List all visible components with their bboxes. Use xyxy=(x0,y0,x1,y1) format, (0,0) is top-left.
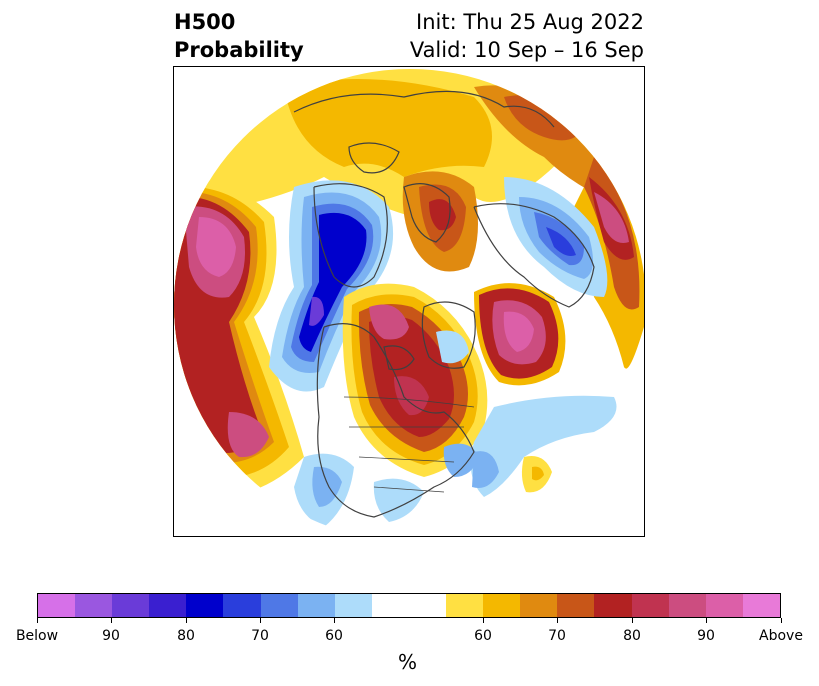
probability-map xyxy=(173,66,645,537)
colorbar-cell xyxy=(38,594,76,617)
map-title: H500 Probability xyxy=(174,8,304,64)
above-90-atlantic xyxy=(503,311,534,352)
colorbar-cell xyxy=(483,594,521,617)
colorbar-cell xyxy=(705,594,743,617)
title-line-2: Probability xyxy=(174,38,304,62)
above-70-northeast xyxy=(504,95,584,141)
colorbar-tick-mark xyxy=(483,618,484,623)
colorbar-cell xyxy=(223,594,261,617)
coast-arctic xyxy=(293,90,555,128)
colorbar-cell xyxy=(297,594,335,617)
probability-field xyxy=(174,69,644,536)
colorbar-tick-label: 70 xyxy=(548,628,566,644)
colorbar-cell xyxy=(742,594,780,617)
colorbar-tick-mark xyxy=(706,618,707,623)
init-date: Init: Thu 25 Aug 2022 xyxy=(416,10,644,34)
colorbar xyxy=(37,593,781,618)
canada-us-border xyxy=(343,396,475,408)
colorbar-unit-label: % xyxy=(398,650,418,674)
above-80-plains xyxy=(394,376,429,416)
colorbar-tick-label: 80 xyxy=(623,628,641,644)
coast-scandinavia xyxy=(403,183,451,243)
above-75-arctic xyxy=(429,199,456,231)
above-75-namerica xyxy=(369,316,454,437)
colorbar-tick-label: 90 xyxy=(102,628,120,644)
colorbar-tick-label: 80 xyxy=(177,628,195,644)
above-85-pacific-south xyxy=(227,412,269,458)
coast-hudson-bay xyxy=(383,345,415,371)
colorbar-cell xyxy=(557,594,595,617)
colorbar-tick-label: 70 xyxy=(251,628,269,644)
colorbar-cell xyxy=(668,594,706,617)
colorbar-cell xyxy=(260,594,298,617)
above-85-east xyxy=(594,192,629,243)
valid-range: Valid: 10 Sep – 16 Sep xyxy=(409,38,644,62)
colorbar-tick-mark xyxy=(186,618,187,623)
coast-greenland xyxy=(421,301,476,369)
title-line-1: H500 xyxy=(174,10,236,34)
above-60-atlantic-south xyxy=(532,466,544,481)
coast-europe xyxy=(473,203,595,308)
coastlines xyxy=(293,90,595,518)
colorbar-tick-mark xyxy=(111,618,112,623)
above-65-northeast xyxy=(474,85,624,207)
below-70-europe xyxy=(546,227,576,256)
map-canvas xyxy=(174,69,644,536)
colorbar-tick-label: 60 xyxy=(474,628,492,644)
below-55-greenland xyxy=(436,330,469,364)
below-60-useast xyxy=(443,443,479,477)
colorbar-tick-mark xyxy=(632,618,633,623)
colorbar-tick-label: Below xyxy=(15,628,59,644)
colorbar-cell xyxy=(594,594,632,617)
forecast-dates: Init: Thu 25 Aug 2022 Valid: 10 Sep – 16… xyxy=(410,8,644,64)
below-60-uswest xyxy=(312,466,342,507)
us-state-lines xyxy=(349,426,464,493)
colorbar-cell xyxy=(149,594,187,617)
colorbar-tick-mark xyxy=(557,618,558,623)
colorbar-tick-mark xyxy=(781,618,782,623)
colorbar-cell xyxy=(446,594,484,617)
colorbar-cell xyxy=(408,594,447,617)
above-85-hudson xyxy=(369,304,409,340)
above-90-pacific-north xyxy=(196,217,236,277)
coast-greenland-north xyxy=(348,142,400,174)
colorbar-cell xyxy=(186,594,224,617)
colorbar-cell xyxy=(371,594,409,617)
colorbar-tick-mark xyxy=(334,618,335,623)
colorbar-cell xyxy=(631,594,669,617)
colorbar-cell xyxy=(112,594,150,617)
below-85-alaska xyxy=(309,296,324,326)
colorbar-cell xyxy=(520,594,558,617)
colorbar-cell xyxy=(334,594,372,617)
above-60-top xyxy=(284,79,492,177)
colorbar-cell xyxy=(75,594,113,617)
coast-siberia xyxy=(313,183,388,288)
below-60-subtropics xyxy=(472,451,499,488)
colorbar-tick-label: Above xyxy=(759,628,803,644)
colorbar-tick-mark xyxy=(260,618,261,623)
colorbar-tick-mark xyxy=(37,618,38,623)
colorbar-tick-label: 60 xyxy=(325,628,343,644)
colorbar-tick-label: 90 xyxy=(697,628,715,644)
below-55-subtropics xyxy=(470,395,617,497)
